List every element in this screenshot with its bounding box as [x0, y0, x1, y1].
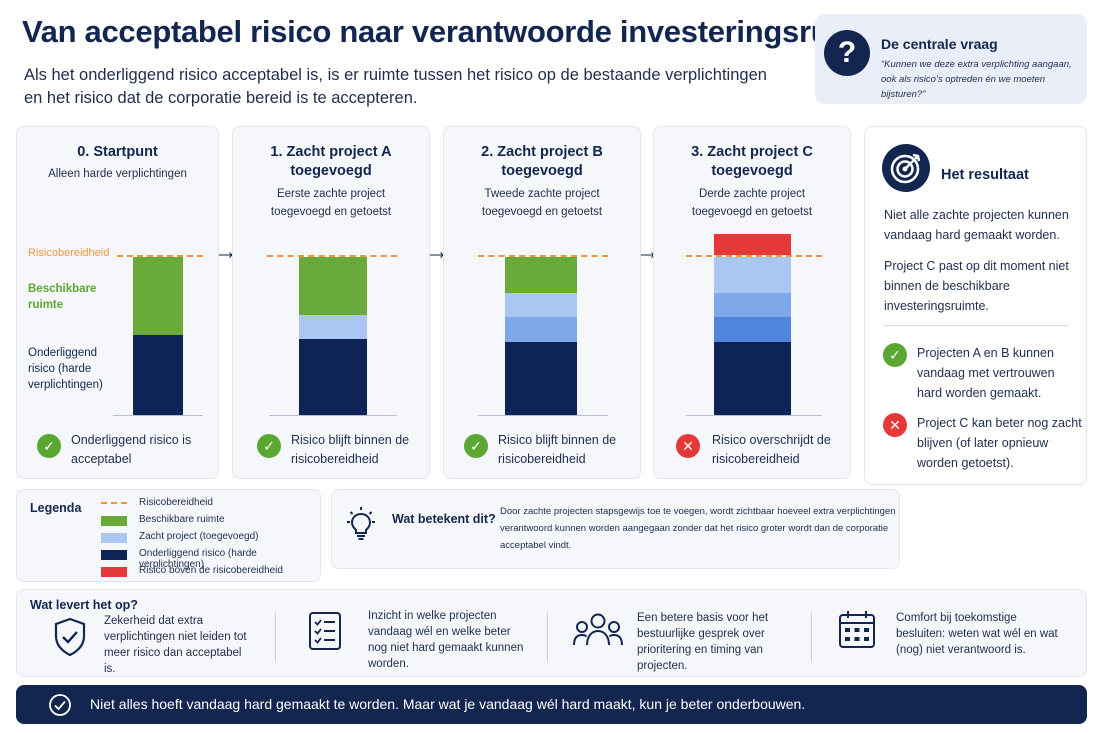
legend-item: Beschikbare ruimte [139, 514, 225, 525]
bar-project-b [505, 317, 577, 342]
calendar-icon [837, 609, 877, 656]
step-title: 1. Zacht project A toegevoegd [270, 144, 392, 179]
central-question-box: ? De centrale vraag “Kunnen we deze extr… [815, 14, 1087, 104]
result-card: Het resultaat Niet alle zachte projecten… [864, 126, 1087, 485]
legend-swatch-threshold [101, 502, 127, 504]
central-question-title: De centrale vraag [881, 36, 998, 52]
step-card-2: 2. Zacht project B toegevoegd Tweede zac… [443, 126, 641, 479]
check-icon: ✓ [257, 434, 281, 458]
meaning-box: Wat betekent dit? Door zachte projecten … [331, 489, 900, 569]
step-subtitle: Tweede zachte project toegevoegd en geto… [481, 188, 603, 218]
step-status: Risico blijft binnen de risicobereidheid [291, 433, 410, 466]
step-subtitle: Derde zachte project toegevoegd en getoe… [691, 188, 813, 218]
threshold-line [478, 255, 608, 257]
benefit-text: Zekerheid dat extra verplichtingen niet … [104, 615, 247, 675]
result-title: Het resultaat [941, 167, 1029, 183]
central-question-text: “Kunnen we deze extra verplichting aanga… [881, 59, 1072, 100]
check-icon: ✓ [883, 343, 907, 367]
result-paragraph-2: Project C past op dit moment niet binnen… [884, 259, 1069, 313]
check-icon: ✓ [464, 434, 488, 458]
cross-icon: ✕ [676, 434, 700, 458]
threshold-label: Risicobereidheid [28, 247, 110, 259]
result-no-text: Project C kan beter nog zacht blijven (o… [917, 416, 1082, 470]
step-status: Risico blijft binnen de risicobereidheid [498, 433, 617, 466]
bar-underlying-risk [299, 339, 367, 415]
people-icon [573, 612, 623, 653]
legend-item: Risicobereidheid [139, 497, 213, 508]
threshold-line [117, 255, 203, 257]
divider [811, 612, 812, 662]
legend-swatch-over [101, 567, 127, 577]
step-subtitle: Eerste zachte project toegevoegd en geto… [270, 188, 392, 218]
benefits-title: Wat levert het op? [30, 598, 138, 612]
legend-swatch-project [101, 533, 127, 543]
threshold-line [686, 255, 822, 257]
threshold-line [267, 255, 397, 257]
check-icon: ✓ [37, 434, 61, 458]
bar-available-space [505, 257, 577, 293]
legend-item: Zacht project (toegevoegd) [139, 531, 259, 542]
bar-underlying-risk [505, 342, 577, 415]
lightbulb-icon [344, 506, 378, 547]
legend-item: Onderliggend risico (harde verplichtinge… [139, 548, 257, 570]
meaning-text: Door zachte projecten stapsgewijs toe te… [500, 506, 896, 551]
available-space-label: Beschikbare ruimte [28, 283, 97, 311]
bar-project-a [714, 257, 791, 293]
benefit-text: Inzicht in welke projecten vandaag wél e… [368, 610, 524, 670]
benefit-text: Een betere basis voor het bestuurlijke g… [637, 612, 769, 672]
cross-icon: ✕ [883, 413, 907, 437]
baseline [478, 415, 608, 416]
bar-over-threshold [714, 234, 791, 255]
step-card-3: 3. Zacht project C toegevoegd Derde zach… [653, 126, 851, 479]
question-icon: ? [824, 30, 870, 76]
legend-swatch-available [101, 516, 127, 526]
bar-project-b [714, 293, 791, 317]
bar-available-space [133, 257, 183, 335]
step-subtitle: Alleen harde verplichtingen [48, 168, 187, 180]
benefit-text: Comfort bij toekomstige besluiten: weten… [896, 612, 1058, 656]
step-card-1: 1. Zacht project A toegevoegd Eerste zac… [232, 126, 430, 479]
bar-underlying-risk [133, 335, 183, 415]
bar-project-a [505, 293, 577, 317]
check-circle-icon [48, 693, 72, 722]
bar-project-c [714, 317, 791, 342]
footer-banner: Niet alles hoeft vandaag hard gemaakt te… [16, 685, 1087, 724]
checklist-icon [307, 610, 343, 657]
step-title: 2. Zacht project B toegevoegd [481, 144, 603, 179]
divider [547, 612, 548, 662]
baseline [113, 415, 203, 416]
step-status: Risico overschrijdt de risicobereidheid [712, 433, 831, 466]
result-paragraph-1: Niet alle zachte projecten kunnen vandaa… [884, 208, 1069, 242]
divider [884, 325, 1068, 326]
page-subtitle: Als het onderliggend risico acceptabel i… [24, 66, 767, 107]
step-title: 3. Zacht project C toegevoegd [691, 144, 813, 179]
target-icon [882, 144, 930, 192]
result-ok-text: Projecten A en B kunnen vandaag met vert… [917, 346, 1055, 400]
baseline [269, 415, 397, 416]
bar-project-a [299, 315, 367, 339]
step-status: Onderliggend risico is acceptabel [71, 433, 192, 466]
legend-box: Legenda Risicobereidheid Beschikbare rui… [16, 489, 321, 582]
legend-swatch-underlying [101, 550, 127, 560]
baseline [686, 415, 822, 416]
footer-text: Niet alles hoeft vandaag hard gemaakt te… [90, 696, 806, 712]
divider [275, 612, 276, 662]
meaning-title: Wat betekent dit? [392, 512, 496, 526]
benefits-box: Wat levert het op? Zekerheid dat extra v… [16, 589, 1087, 677]
shield-check-icon [52, 616, 88, 663]
bar-underlying-risk [714, 342, 791, 415]
legend-title: Legenda [30, 501, 82, 515]
legend-item: Risico boven de risicobereidheid [139, 565, 283, 576]
step-title: 0. Startpunt [77, 144, 158, 160]
page-title: Van acceptabel risico naar verantwoorde … [22, 14, 892, 49]
step-card-0: 0. Startpunt Alleen harde verplichtingen… [16, 126, 219, 479]
underlying-risk-label: Onderliggend risico (harde verplichtinge… [28, 347, 103, 391]
bar-available-space [299, 257, 367, 315]
